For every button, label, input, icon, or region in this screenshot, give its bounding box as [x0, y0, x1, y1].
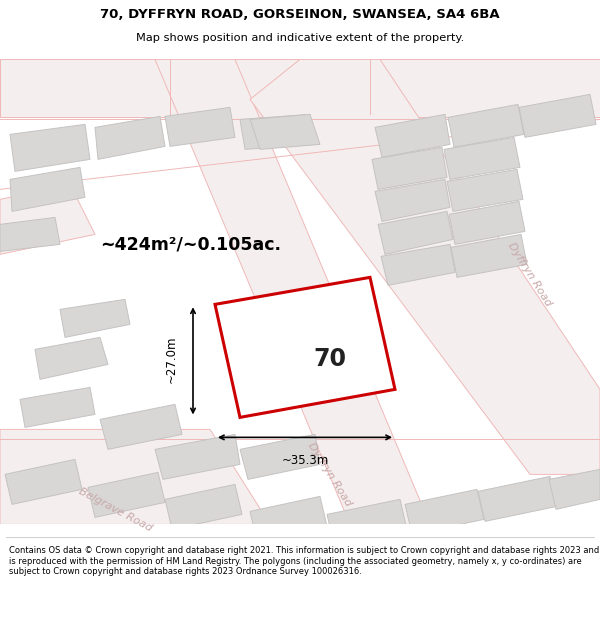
Polygon shape: [381, 244, 455, 286]
Polygon shape: [88, 472, 165, 518]
Polygon shape: [447, 169, 523, 211]
Polygon shape: [519, 94, 596, 138]
Polygon shape: [10, 168, 85, 211]
Polygon shape: [240, 434, 320, 479]
Polygon shape: [0, 217, 60, 251]
Polygon shape: [165, 484, 242, 529]
Polygon shape: [0, 429, 270, 524]
Polygon shape: [100, 404, 182, 449]
Polygon shape: [250, 496, 327, 541]
Polygon shape: [5, 459, 82, 504]
Polygon shape: [549, 469, 600, 509]
Polygon shape: [250, 114, 320, 149]
Polygon shape: [444, 138, 520, 179]
Polygon shape: [451, 234, 527, 278]
Polygon shape: [250, 59, 600, 474]
Polygon shape: [375, 114, 450, 158]
Polygon shape: [327, 499, 407, 544]
Polygon shape: [10, 124, 90, 171]
Polygon shape: [165, 107, 235, 146]
Text: ~35.3m: ~35.3m: [281, 454, 329, 468]
Polygon shape: [95, 116, 165, 159]
Text: ~424m²/~0.105ac.: ~424m²/~0.105ac.: [100, 236, 281, 253]
Polygon shape: [35, 338, 108, 379]
Text: Belgrave Road: Belgrave Road: [77, 486, 154, 533]
Polygon shape: [155, 59, 430, 524]
Polygon shape: [478, 476, 557, 521]
Text: Map shows position and indicative extent of the property.: Map shows position and indicative extent…: [136, 32, 464, 43]
Text: Contains OS data © Crown copyright and database right 2021. This information is : Contains OS data © Crown copyright and d…: [9, 546, 599, 576]
Text: ~27.0m: ~27.0m: [165, 336, 178, 383]
Polygon shape: [372, 148, 447, 189]
Polygon shape: [20, 388, 95, 428]
Text: Dyffryn Road: Dyffryn Road: [307, 441, 353, 508]
Text: 70, DYFFRYN ROAD, GORSEINON, SWANSEA, SA4 6BA: 70, DYFFRYN ROAD, GORSEINON, SWANSEA, SA…: [100, 8, 500, 21]
Polygon shape: [0, 184, 95, 254]
Polygon shape: [378, 211, 453, 254]
Polygon shape: [448, 104, 524, 148]
Polygon shape: [449, 201, 525, 244]
Polygon shape: [155, 434, 240, 479]
Text: Dyffryn Road: Dyffryn Road: [506, 241, 554, 308]
Polygon shape: [405, 489, 484, 534]
Polygon shape: [375, 179, 450, 221]
Text: 70: 70: [314, 348, 347, 371]
Polygon shape: [215, 278, 395, 418]
Polygon shape: [240, 114, 315, 149]
Polygon shape: [0, 59, 600, 118]
Polygon shape: [60, 299, 130, 338]
